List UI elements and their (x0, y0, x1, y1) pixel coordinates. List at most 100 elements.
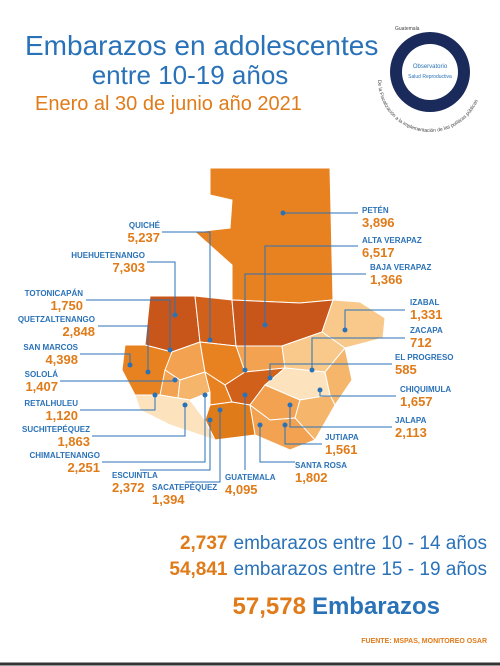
department-value: 1,657 (400, 394, 433, 409)
department-name: JALAPA (395, 416, 427, 425)
leader-dot (342, 327, 348, 333)
leader-line (162, 231, 211, 340)
department-value: 5,237 (127, 230, 160, 245)
leader-line (86, 299, 171, 350)
total-line: 54,841 embarazos entre 15 - 19 años (169, 559, 487, 580)
department-value: 2,251 (67, 460, 100, 475)
leader-dot (152, 392, 158, 398)
total-value: 2,737 (180, 533, 228, 554)
department-value: 6,517 (362, 245, 395, 260)
department-value: 1,366 (370, 272, 403, 287)
leader-line (185, 410, 221, 483)
leader-dot (172, 312, 178, 318)
source: FUENTE: MSPAS, MONITOREO OSAR (361, 638, 487, 645)
total-line: 57,578 Embarazos (233, 593, 440, 620)
leader-dot (309, 367, 315, 373)
department-name: BAJA VERAPAZ (370, 263, 431, 272)
department-value: 2,372 (112, 480, 145, 495)
leader-dot (172, 377, 178, 383)
leader-line (311, 337, 405, 370)
logo-name: Observatorio (413, 64, 448, 70)
department-name: TOTONICAPÁN (25, 289, 84, 298)
department-name: QUETZALTENANGO (18, 315, 95, 324)
leader-dot (145, 369, 151, 375)
total-label: embarazos entre 10 - 14 años (234, 533, 488, 554)
department-value: 1,750 (50, 298, 83, 313)
department-value: 4,398 (45, 352, 78, 367)
department-name: ZACAPA (410, 326, 443, 335)
leader-line (102, 395, 206, 463)
region-peten (193, 167, 334, 304)
leader-line (259, 425, 295, 463)
department-value: 1,394 (152, 492, 185, 507)
department-name: SOLOLÁ (25, 370, 59, 379)
leader-line (147, 261, 176, 315)
department-value: 7,303 (112, 260, 145, 275)
department-name: SUCHITEPÉQUEZ (22, 425, 90, 434)
leader-line (140, 420, 211, 471)
department-value: 1,802 (295, 470, 328, 485)
department-name: CHIQUIMULA (400, 385, 451, 394)
leader-dot (257, 422, 263, 428)
leader-dot (167, 347, 173, 353)
department-name: SANTA ROSA (295, 461, 347, 470)
leader-dot (287, 402, 293, 408)
department-value: 1,561 (325, 442, 358, 457)
leader-line (289, 405, 392, 428)
logo-top: Guatemala (395, 26, 420, 32)
department-value: 2,848 (62, 324, 95, 339)
leader-line (92, 405, 186, 437)
department-name: EL PROGRESO (395, 353, 454, 362)
department-name: SACATEPÉQUEZ (152, 483, 217, 492)
subtitle: Enero al 30 de junio año 2021 (35, 93, 302, 115)
leader-dot (207, 417, 213, 423)
department-value: 1,863 (57, 434, 90, 449)
leader-line (98, 325, 149, 372)
leader-line (264, 245, 358, 325)
leader-line (80, 353, 131, 365)
department-name: ESCUINTLA (112, 471, 158, 480)
total-value: 57,578 (233, 593, 306, 620)
total-label: embarazos entre 15 - 19 años (234, 559, 488, 580)
department-value: 712 (410, 335, 432, 350)
leader-dot (242, 392, 248, 398)
region-huehuetenango (144, 295, 201, 353)
leader-dot (217, 407, 223, 413)
department-name: QUICHÉ (129, 221, 161, 230)
leader-dot (202, 392, 208, 398)
leader-line (344, 309, 405, 330)
leader-line (284, 425, 322, 445)
leader-line (80, 395, 156, 411)
department-value: 2,113 (395, 425, 427, 440)
department-value: 1,407 (25, 379, 58, 394)
leader-dot (282, 422, 288, 428)
leader-dot (317, 387, 323, 393)
department-name: JUTIAPA (325, 433, 359, 442)
department-name: SAN MARCOS (23, 343, 78, 352)
leader-line (244, 273, 366, 370)
department-value: 1,331 (410, 307, 443, 322)
department-value: 585 (395, 362, 417, 377)
total-line: 2,737 embarazos entre 10 - 14 años (180, 533, 487, 554)
department-value: 3,896 (362, 215, 395, 230)
region-chiquimula (324, 346, 353, 406)
department-name: PETÉN (362, 206, 389, 215)
leader-dot (207, 337, 213, 343)
region-solola (177, 371, 211, 401)
leader-dot (262, 322, 268, 328)
region-quiche (194, 295, 237, 347)
logo-inner (402, 44, 458, 100)
leader-dot (127, 362, 133, 368)
leader-dot (182, 402, 188, 408)
title: entre 10-19 años (92, 60, 289, 90)
department-name: ALTA VERAPAZ (362, 236, 422, 245)
leader-dot (280, 210, 286, 216)
department-name: RETALHULEU (24, 399, 78, 408)
leader-dot (242, 367, 248, 373)
leader-dot (267, 375, 273, 381)
total-value: 54,841 (169, 559, 228, 580)
leader-line (269, 363, 392, 378)
department-value: 1,120 (45, 408, 78, 423)
department-name: GUATEMALA (225, 473, 276, 482)
